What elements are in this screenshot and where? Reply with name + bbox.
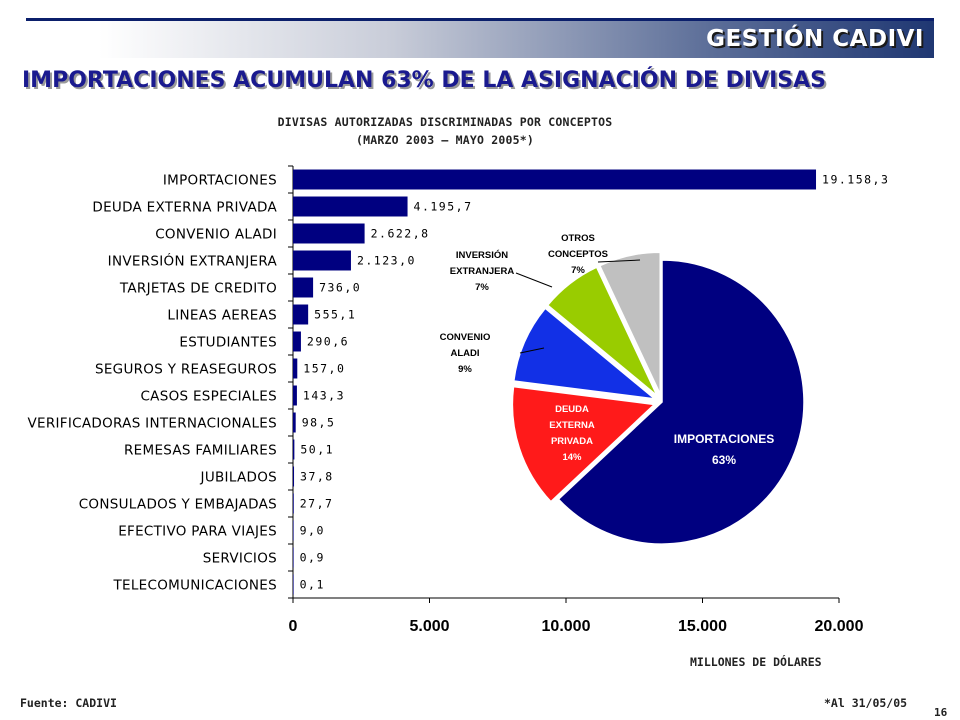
page-number: 16 <box>934 706 948 719</box>
bar <box>293 520 294 541</box>
x-tick-label: 20.000 <box>815 618 864 635</box>
bar-value-label: 27,7 <box>300 497 334 511</box>
category-label: INVERSIÓN EXTRANJERA <box>108 252 278 270</box>
bar <box>293 358 298 379</box>
pie-slice-label: OTROS <box>561 233 595 244</box>
bar <box>293 385 297 406</box>
category-label: CONSULADOS Y EMBAJADAS <box>79 497 277 513</box>
pie-slice-label: IMPORTACIONES <box>674 432 774 446</box>
pie-slice-label: 7% <box>475 282 489 293</box>
bar <box>293 196 408 217</box>
bar-value-label: 98,5 <box>302 416 336 430</box>
bar-value-label: 290,6 <box>307 335 349 349</box>
bar <box>293 412 296 433</box>
category-label: TELECOMUNICACIONES <box>112 578 277 594</box>
category-label: SEGUROS Y REASEGUROS <box>95 362 277 378</box>
bar-chart: IMPORTACIONES 19.158,3 DEUDA EXTERNA PRIVA… <box>27 165 889 635</box>
pie-slice <box>546 266 658 397</box>
bar-value-label: 555,1 <box>314 308 356 322</box>
category-label: SERVICIOS <box>203 551 277 567</box>
bar <box>293 466 295 487</box>
category-label: REMESAS FAMILIARES <box>124 443 277 459</box>
pie-slice-label: 63% <box>712 453 736 467</box>
bar <box>293 277 314 298</box>
category-label: CASOS ESPECIALES <box>140 389 277 405</box>
category-label: IMPORTACIONES <box>163 173 277 189</box>
category-label: LINEAS AEREAS <box>167 308 277 324</box>
bar-value-label: 0,1 <box>300 578 325 592</box>
x-tick-label: 10.000 <box>542 618 591 635</box>
pie-slice <box>557 259 805 545</box>
pie-slice-label: ALADI <box>450 348 479 359</box>
x-axis-label: MILLONES DE DÓLARES <box>690 655 822 669</box>
bar-value-label: 37,8 <box>300 470 334 484</box>
category-label: DEUDA EXTERNA PRIVADA <box>92 200 277 216</box>
pie-slice-label: 7% <box>571 265 585 276</box>
brand-title: GESTIÓN CADIVI <box>706 26 924 52</box>
pie-slice <box>511 385 657 503</box>
pie-slice-label: 9% <box>458 364 472 375</box>
bar <box>293 439 295 460</box>
leader-line <box>519 347 545 354</box>
bar <box>293 223 365 244</box>
date-footnote: *Al 31/05/05 <box>824 696 908 710</box>
pie-slice-label: EXTRANJERA <box>450 266 515 277</box>
source-note: Fuente: CADIVI <box>20 696 117 710</box>
bar-value-label: 4.195,7 <box>414 200 473 214</box>
pie-slice-label: EXTERNA <box>549 420 595 431</box>
bar <box>293 331 301 352</box>
bar-value-label: 143,3 <box>303 389 345 403</box>
pie-slice-label: CONCEPTOS <box>548 249 608 260</box>
category-label: CONVENIO ALADI <box>155 227 277 243</box>
header-band <box>26 18 934 58</box>
pie-slice-label: INVERSIÓN <box>456 249 508 261</box>
category-label: ESTUDIANTES <box>179 335 277 351</box>
category-label: VERIFICADORAS INTERNACIONALES <box>27 416 277 432</box>
pie-chart: IMPORTACIONES 63% DEUDA EXTERNA PRIVADA 14% CO… <box>440 233 805 545</box>
x-tick-label: 15.000 <box>678 618 727 635</box>
bar-value-label: 50,1 <box>300 443 334 457</box>
bar <box>293 304 309 325</box>
pie-slice <box>598 251 662 395</box>
x-tick-label: 0 <box>289 618 298 635</box>
pie-slice-label: CONVENIO <box>440 332 491 343</box>
bar <box>293 250 351 271</box>
leader-line <box>515 272 553 288</box>
bar-value-label: 19.158,3 <box>822 173 889 187</box>
header-rule <box>26 18 934 21</box>
bar <box>293 547 294 568</box>
bar-value-label: 2.123,0 <box>357 254 416 268</box>
chart-subtitle: (MARZO 2003 – MAYO 2005*) <box>355 133 535 147</box>
pie-slice <box>512 307 658 400</box>
bar <box>293 574 294 595</box>
category-label: TARJETAS DE CREDITO <box>119 281 277 297</box>
leader-line <box>597 259 641 263</box>
pie-slice-label: PRIVADA <box>551 436 593 447</box>
category-label: EFECTIVO PARA VIAJES <box>118 524 277 540</box>
chart-title: DIVISAS AUTORIZADAS DISCRIMINADAS POR CO… <box>277 115 613 129</box>
category-label: JUBILADOS <box>200 470 277 486</box>
slide-headline: IMPORTACIONES ACUMULAN 63% DE LA ASIGNAC… <box>22 68 827 93</box>
bar-value-label: 9,0 <box>300 524 325 538</box>
x-tick-label: 5.000 <box>409 618 449 635</box>
bar <box>293 493 294 514</box>
bar-value-label: 157,0 <box>303 362 345 376</box>
bar-value-label: 736,0 <box>319 281 361 295</box>
pie-slice-label: 14% <box>562 452 582 463</box>
bar <box>293 169 817 190</box>
bar-value-label: 0,9 <box>300 551 325 565</box>
bar-value-label: 2.622,8 <box>371 227 430 241</box>
pie-slice-label: DEUDA <box>555 404 589 415</box>
